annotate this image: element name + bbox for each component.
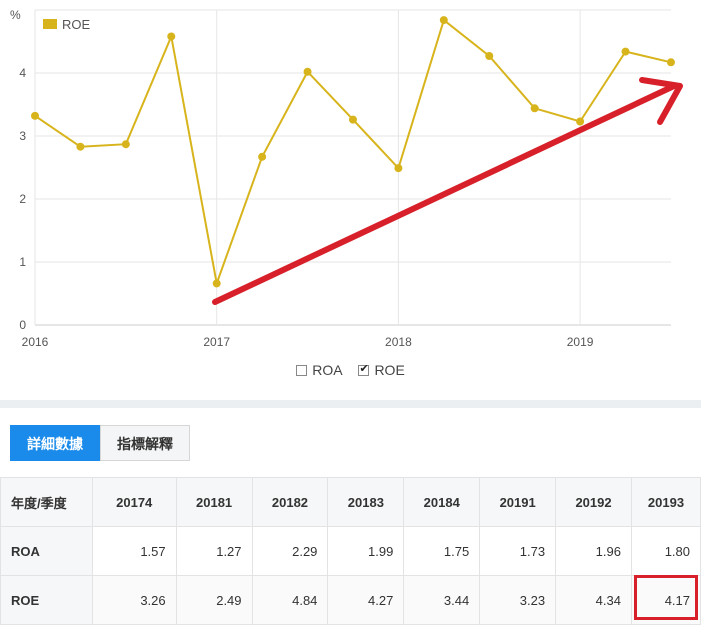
- table-cell: 4.84: [251, 575, 329, 625]
- column-header: 20192: [555, 477, 632, 527]
- table-corner-header: 年度/季度: [0, 477, 93, 527]
- table-cell: 4.27: [327, 575, 405, 625]
- data-point: [621, 47, 630, 56]
- tab-indicator-explanation[interactable]: 指標解釋: [100, 425, 190, 461]
- series-line-roe: [34, 18, 672, 288]
- y-axis-ticks: 0 1 2 3 4: [19, 66, 26, 332]
- table-cell-highlighted: 4.17: [630, 575, 701, 625]
- data-point: [212, 279, 221, 288]
- data-point: [576, 117, 585, 126]
- table-cell: 3.23: [479, 575, 557, 625]
- column-header: 20181: [175, 477, 253, 527]
- table-cell: 1.75: [403, 526, 481, 576]
- y-tick-label: 2: [19, 192, 26, 206]
- table-cell: 2.49: [175, 575, 253, 625]
- data-point: [121, 140, 130, 149]
- roa-checkbox[interactable]: [296, 364, 308, 376]
- data-point: [666, 58, 675, 67]
- y-tick-label: 1: [19, 255, 26, 269]
- x-axis-ticks: 2016 2017 2018 2019: [22, 335, 594, 349]
- y-axis-unit-label: %: [10, 8, 21, 22]
- column-header: 20193: [630, 477, 701, 527]
- table-cell: 1.80: [630, 526, 701, 576]
- y-tick-label: 3: [19, 129, 26, 143]
- table-row-roa: ROA 1.57 1.27 2.29 1.99 1.75 1.73 1.96 1…: [0, 526, 701, 576]
- column-header: 20174: [91, 477, 177, 527]
- x-tick-label: 2016: [22, 335, 49, 349]
- y-tick-label: 4: [19, 66, 26, 80]
- data-point: [167, 32, 176, 41]
- arrow-head: [639, 77, 683, 125]
- data-point: [394, 164, 403, 173]
- toggle-roa[interactable]: ROA: [296, 362, 343, 378]
- arrow-shaft: [212, 83, 677, 305]
- data-point: [31, 111, 39, 120]
- section-divider: [0, 400, 701, 408]
- table-cell: 1.96: [555, 526, 632, 576]
- trend-arrow-annotation: [212, 77, 683, 305]
- data-point: [258, 152, 267, 161]
- data-point: [439, 16, 448, 25]
- table-cell: 1.27: [175, 526, 253, 576]
- toggle-roe[interactable]: ROE: [358, 362, 405, 378]
- roe-line-chart: % 0 1 2 3 4 2016 2017 2018 2019 ROE: [10, 8, 683, 349]
- y-tick-label: 0: [19, 318, 26, 332]
- roe-checkbox[interactable]: [358, 362, 370, 376]
- legend-swatch-roe: [43, 19, 57, 29]
- data-point: [530, 104, 539, 113]
- x-tick-label: 2017: [203, 335, 230, 349]
- detail-tabs: 詳細數據 指標解釋: [10, 425, 190, 461]
- toggle-roa-label: ROA: [312, 362, 343, 378]
- table-cell: 1.99: [327, 526, 405, 576]
- row-label: ROA: [0, 526, 93, 576]
- table-cell: 2.29: [251, 526, 329, 576]
- table-cell: 1.57: [91, 526, 177, 576]
- table-row-roe: ROE 3.26 2.49 4.84 4.27 3.44 3.23 4.34 4…: [0, 575, 701, 625]
- data-point: [348, 115, 357, 124]
- column-header: 20191: [479, 477, 557, 527]
- data-table: 年度/季度 20174 20181 20182 20183 20184 2019…: [0, 477, 701, 625]
- data-point: [485, 51, 494, 60]
- column-header: 20183: [327, 477, 405, 527]
- roe-series: [31, 16, 675, 288]
- data-point: [76, 142, 85, 151]
- toggle-roe-label: ROE: [374, 362, 405, 378]
- table-cell: 3.44: [403, 575, 481, 625]
- table-cell: 3.26: [91, 575, 177, 625]
- row-label: ROE: [0, 575, 93, 625]
- table-cell: 4.34: [555, 575, 632, 625]
- series-toggles: ROA ROE: [0, 362, 701, 379]
- column-header: 20182: [251, 477, 329, 527]
- x-tick-label: 2018: [385, 335, 412, 349]
- tab-detailed-data[interactable]: 詳細數據: [10, 425, 100, 461]
- table-header-row: 年度/季度 20174 20181 20182 20183 20184 2019…: [0, 477, 701, 527]
- chart-legend[interactable]: ROE: [43, 17, 91, 32]
- chart-grid: [34, 9, 671, 326]
- x-tick-label: 2019: [567, 335, 594, 349]
- data-point: [303, 67, 312, 76]
- table-cell: 1.73: [479, 526, 557, 576]
- column-header: 20184: [403, 477, 481, 527]
- legend-label-roe: ROE: [62, 17, 91, 32]
